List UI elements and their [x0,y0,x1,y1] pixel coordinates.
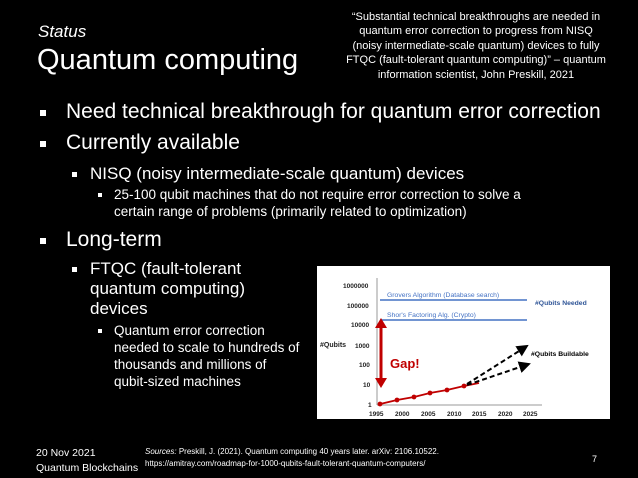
bullet-marker [98,329,102,333]
footer-left: 20 Nov 2021 Quantum Blockchains [36,446,138,476]
sources-line: Sources: Preskill, J. (2021). Quantum co… [145,446,439,458]
data-point [411,394,417,400]
data-point [444,387,450,393]
bullet-nisq-detail: 25-100 qubit machines that do not requir… [98,186,538,220]
data-point [377,401,383,407]
x-tick-label: 2025 [523,411,538,418]
bullet-breakthrough: Need technical breakthrough for quantum … [40,100,620,124]
bullet-text: Currently available [66,131,240,154]
qubits-needed-label: #Qubits Needed [535,300,587,307]
bullet-long-term: Long-term [40,228,620,252]
bullet-text: NISQ (noisy intermediate-scale quantum) … [90,164,465,183]
bullet-ftqc: FTQC (fault-tolerant quantum computing) … [72,259,272,319]
data-point [461,383,467,389]
bullet-text: Long-term [66,228,162,251]
y-tick-label: 100 [359,362,370,369]
x-tick-label: 2000 [395,411,410,418]
bullet-ftqc-detail: Quantum error correction needed to scale… [98,322,303,390]
bullet-nisq: NISQ (noisy intermediate-scale quantum) … [72,164,612,184]
shors-label: Shor's Factoring Alg. (Crypto) [387,312,476,319]
bullet-text: 25-100 qubit machines that do not requir… [114,187,521,219]
y-tick-label: 1000000 [343,283,369,290]
y-axis-label: #Qubits [320,342,346,349]
slide-status: Status [38,22,87,41]
bullet-text: FTQC (fault-tolerant quantum computing) … [90,259,245,318]
x-tick-label: 2015 [472,411,487,418]
data-point [394,397,400,403]
bullet-marker [72,267,77,272]
gap-arrow-head-down [375,378,387,388]
bullet-currently-available: Currently available [40,131,620,155]
x-tick-label: 2010 [447,411,462,418]
bullet-marker [40,110,46,116]
x-tick-label: 2020 [498,411,513,418]
y-tick-label: 10000 [351,322,369,329]
bullet-text: Quantum error correction needed to scale… [114,323,300,389]
grovers-label: Grovers Algorithm (Database search) [387,292,499,299]
bullet-marker [40,141,46,147]
footer-org: Quantum Blockchains [36,462,139,474]
footer-date: 20 Nov 2021 [36,447,96,459]
qubits-buildable-label: #Qubits Buildable [531,351,589,358]
y-tick-label: 10 [363,382,371,389]
bullet-marker [72,172,77,177]
sources-url[interactable]: https://amitray.com/roadmap-for-1000-qub… [145,459,426,468]
sources-label: Sources: [145,447,177,456]
preskill-quote: “Substantial technical breakthroughs are… [346,11,606,81]
qubit-roadmap-chart: 1000000 100000 10000 1000 100 10 1 #Qubi… [317,266,610,419]
page-number: 7 [592,454,598,464]
slide-title: Quantum computing [37,44,299,76]
y-tick-label: 1000 [355,343,370,350]
y-tick-label: 1 [368,402,372,409]
projection-arrow-upper [466,344,529,385]
sources-text: Preskill, J. (2021). Quantum computing 4… [178,447,439,456]
data-point [427,390,433,396]
footer-sources: Sources: Preskill, J. (2021). Quantum co… [145,446,439,470]
x-tick-label: 2005 [421,411,436,418]
y-tick-label: 100000 [347,303,369,310]
bullet-marker [98,193,102,197]
bullet-marker [40,238,46,244]
bullet-text: Need technical breakthrough for quantum … [66,100,601,123]
projection-arrow-lower [466,361,531,386]
gap-label: Gap! [390,356,420,371]
x-tick-label: 1995 [369,411,384,418]
gap-arrow-head-up [375,318,387,328]
